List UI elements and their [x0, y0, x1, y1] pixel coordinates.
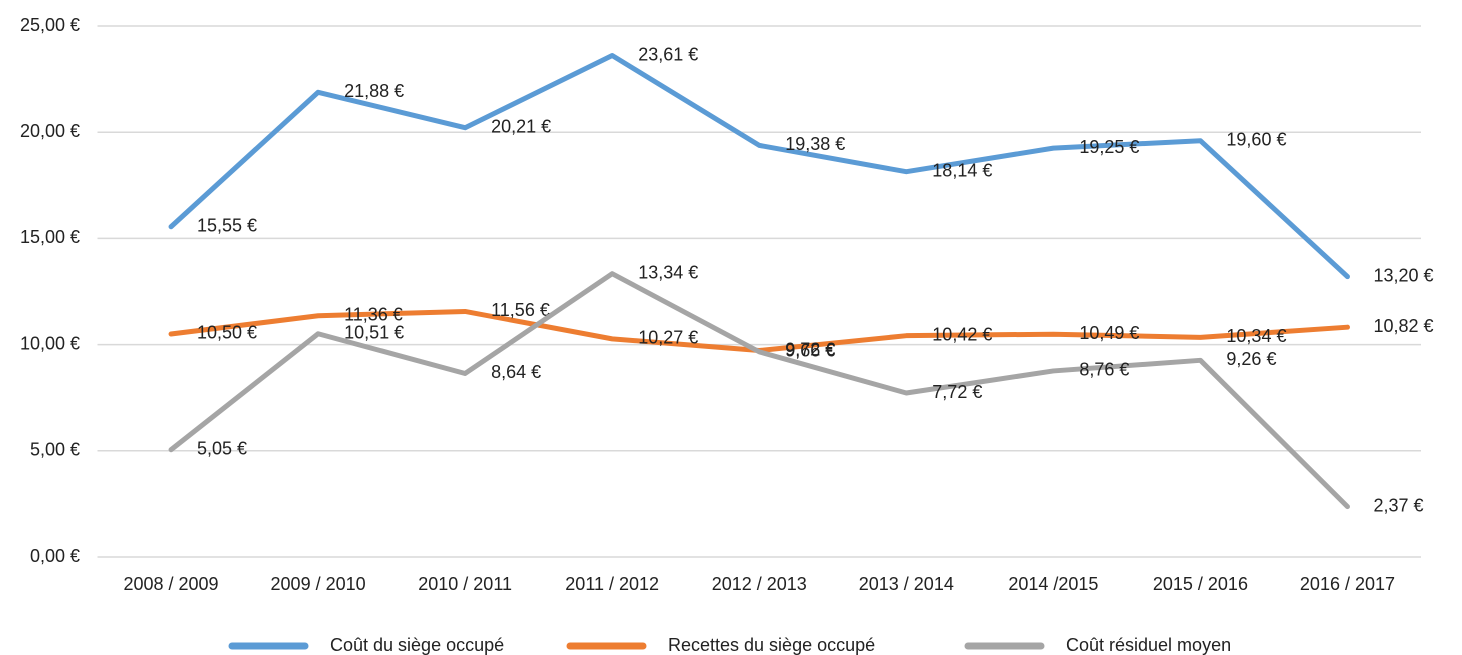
data-label: 7,72 € — [932, 382, 982, 402]
data-label: 21,88 € — [344, 81, 404, 101]
y-tick-label: 10,00 € — [20, 333, 80, 353]
data-label: 8,64 € — [491, 362, 541, 382]
data-label: 18,14 € — [932, 160, 992, 180]
data-label: 10,42 € — [932, 324, 992, 344]
x-tick-label: 2010 / 2011 — [418, 574, 512, 594]
data-label: 9,66 € — [785, 341, 835, 361]
data-label: 8,76 € — [1079, 360, 1129, 380]
y-tick-label: 15,00 € — [20, 227, 80, 247]
data-label: 11,56 € — [491, 300, 550, 320]
y-tick-label: 5,00 € — [30, 440, 80, 460]
legend-label: Recettes du siège occupé — [668, 635, 875, 655]
series-line — [168, 53, 1350, 280]
data-label: 13,34 € — [638, 262, 698, 282]
data-label: 23,61 € — [638, 44, 698, 64]
x-tick-label: 2008 / 2009 — [123, 574, 218, 594]
data-label: 11,36 € — [344, 304, 403, 324]
data-label: 10,51 € — [344, 323, 404, 343]
y-tick-label: 0,00 € — [30, 546, 80, 566]
y-tick-label: 20,00 € — [20, 121, 80, 141]
data-label: 9,26 € — [1226, 349, 1276, 369]
x-tick-label: 2013 / 2014 — [859, 574, 954, 594]
x-tick-label: 2016 / 2017 — [1300, 574, 1395, 594]
legend-label: Coût résiduel moyen — [1066, 635, 1231, 655]
data-label: 19,60 € — [1226, 129, 1286, 149]
data-label: 9,72 € — [785, 339, 835, 359]
y-tick-label: 25,00 € — [20, 15, 80, 35]
data-label: 20,21 € — [491, 116, 551, 136]
x-tick-label: 2009 / 2010 — [271, 574, 366, 594]
data-label: 10,49 € — [1079, 323, 1139, 343]
x-tick-label: 2014 /2015 — [1008, 574, 1098, 594]
data-label: 10,82 € — [1373, 316, 1433, 336]
data-label: 5,05 € — [197, 438, 247, 458]
x-tick-label: 2011 / 2012 — [565, 574, 659, 594]
data-label: 19,38 € — [785, 134, 845, 154]
series-line — [168, 271, 1350, 510]
data-label: 13,20 € — [1373, 265, 1433, 285]
data-label: 10,50 € — [197, 323, 257, 343]
data-label: 19,25 € — [1079, 137, 1139, 157]
data-label: 15,55 € — [197, 215, 257, 235]
x-tick-label: 2012 / 2013 — [712, 574, 807, 594]
data-label: 10,34 € — [1226, 326, 1286, 346]
x-tick-label: 2015 / 2016 — [1153, 574, 1248, 594]
legend-label: Coût du siège occupé — [330, 635, 504, 655]
data-label: 10,27 € — [638, 328, 698, 348]
data-label: 2,37 € — [1373, 495, 1423, 515]
